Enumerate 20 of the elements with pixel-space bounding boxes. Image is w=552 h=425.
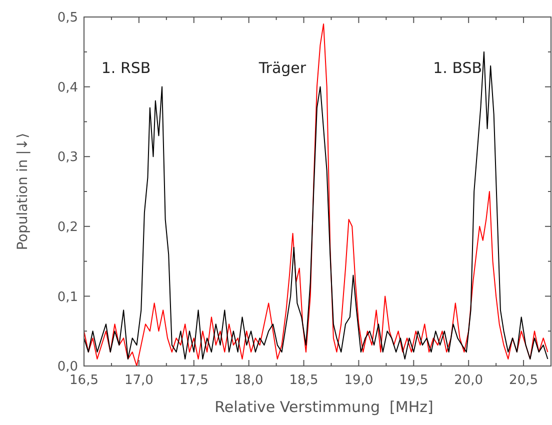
x-tick-label: 20,5	[509, 373, 538, 388]
annotation: Träger	[258, 58, 307, 77]
x-tick-label: 20,0	[454, 373, 484, 388]
x-tick-label: 17,5	[179, 373, 208, 388]
y-tick-label: 0,5	[57, 10, 78, 26]
x-tick-label: 19,5	[399, 373, 428, 388]
y-tick-label: 0,2	[57, 220, 78, 235]
x-tick-label: 16,5	[70, 373, 98, 388]
x-tick-label: 18,5	[289, 373, 318, 388]
annotation: 1. BSB	[433, 58, 482, 77]
y-tick-label: 0,3	[57, 150, 78, 166]
y-tick-label: 0,0	[57, 360, 78, 375]
y-tick-label: 0,4	[57, 80, 78, 96]
annotation: 1. RSB	[101, 58, 151, 77]
y-axis-title: Population in |↓⟩	[15, 132, 31, 250]
y-tick-label: 0,1	[57, 290, 78, 305]
x-tick-label: 17,0	[124, 373, 154, 388]
x-tick-label: 19,0	[344, 373, 374, 388]
x-axis-title: Relative Verstimmung [MHz]	[214, 398, 434, 416]
x-tick-label: 18,0	[234, 373, 264, 388]
